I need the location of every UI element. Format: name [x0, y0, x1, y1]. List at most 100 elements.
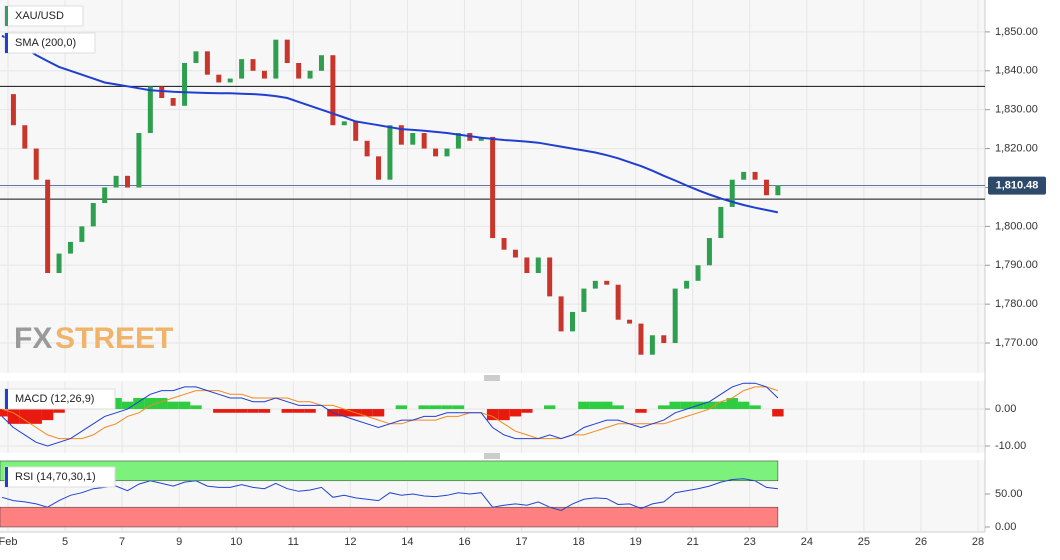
histogram-bar — [121, 401, 134, 410]
candle — [387, 125, 393, 180]
x-tick-label: 25 — [858, 536, 870, 548]
histogram-bar — [772, 409, 784, 417]
histogram-bar — [418, 405, 430, 410]
legend-label: SMA (200,0) — [15, 37, 76, 49]
candle — [501, 238, 507, 250]
y-tick-label: 1,830.00 — [995, 104, 1038, 116]
histogram-bar — [338, 409, 350, 417]
x-tick-label: 18 — [572, 536, 584, 548]
candle — [239, 59, 245, 79]
candle — [421, 133, 427, 149]
histogram-bar — [737, 401, 750, 410]
candle — [695, 265, 701, 281]
histogram-bar — [144, 397, 157, 410]
candle — [136, 133, 142, 188]
histogram-bar — [543, 405, 556, 410]
histogram-bar — [0, 409, 8, 417]
candle — [410, 133, 416, 145]
candle — [147, 86, 153, 134]
candle — [558, 296, 564, 332]
histogram-bar — [167, 401, 179, 410]
histogram-bar — [452, 405, 465, 410]
candle — [250, 59, 256, 71]
candle — [615, 284, 621, 320]
histogram-bar — [429, 405, 442, 410]
candle — [376, 156, 382, 180]
legend-color — [5, 389, 8, 409]
candle — [182, 63, 188, 106]
legend-color — [5, 467, 8, 487]
sma-line — [1, 34, 779, 214]
histogram-bar — [281, 409, 293, 413]
candle — [45, 179, 51, 274]
histogram-bar — [601, 401, 613, 410]
histogram-bar — [235, 409, 248, 413]
legend-color — [5, 6, 8, 26]
candle — [627, 319, 633, 324]
y-tick-label: 0.00 — [995, 521, 1016, 533]
x-tick-label: 12 — [344, 536, 356, 548]
histogram-bar — [110, 397, 122, 410]
candle — [535, 257, 541, 274]
candle — [284, 39, 290, 64]
candle — [729, 179, 735, 207]
candle — [353, 121, 359, 141]
candle — [524, 257, 530, 274]
y-tick-label: 1,770.00 — [995, 337, 1038, 349]
candle — [318, 55, 324, 71]
candle — [125, 175, 131, 188]
histogram-bar — [258, 409, 271, 413]
candle — [455, 133, 461, 149]
y-tick-label: 0.00 — [995, 403, 1016, 415]
oversold-band — [0, 506, 779, 528]
histogram-bar — [224, 409, 236, 413]
watermark: FX STREET — [14, 322, 173, 355]
histogram-bar — [361, 409, 373, 417]
x-tick-label: 24 — [801, 536, 813, 548]
candle — [79, 226, 85, 242]
candle — [90, 203, 96, 227]
x-tick-label: 17 — [515, 536, 527, 548]
candle — [10, 94, 16, 126]
candle — [444, 148, 450, 157]
candle — [512, 249, 518, 258]
candle — [741, 171, 747, 180]
candle — [227, 78, 233, 83]
histogram-bar — [372, 409, 385, 417]
x-tick-label: 19 — [630, 536, 642, 548]
candle — [763, 179, 769, 196]
histogram-bar — [612, 405, 624, 410]
candle — [706, 238, 712, 266]
histogram-bar — [726, 397, 738, 410]
histogram-bar — [30, 409, 42, 424]
candle — [22, 125, 28, 149]
histogram-bar — [292, 409, 305, 413]
candle — [570, 311, 575, 332]
candle — [67, 241, 73, 254]
legend-color — [5, 33, 8, 53]
histogram-bar — [658, 405, 670, 410]
overbought-band — [0, 460, 779, 482]
histogram-bar — [498, 409, 510, 421]
candle — [581, 288, 587, 312]
candle — [113, 175, 119, 188]
candle — [56, 253, 62, 274]
last-price-box — [988, 176, 1046, 195]
x-tick-label: 23 — [744, 536, 756, 548]
candle — [661, 335, 667, 344]
x-tick-label: 16 — [458, 536, 470, 548]
histogram-bar — [178, 401, 191, 410]
y-tick-label: 1,840.00 — [995, 65, 1038, 77]
histogram-bar — [589, 401, 602, 410]
x-tick-label: 14 — [401, 536, 413, 548]
watermark-street: STREET — [55, 322, 173, 355]
candle — [341, 121, 347, 126]
candle — [204, 51, 210, 75]
histogram-bar — [578, 401, 590, 410]
candle — [433, 148, 439, 157]
histogram-bar — [156, 397, 168, 410]
candle — [752, 171, 758, 180]
histogram-bar — [304, 409, 316, 413]
histogram-bar — [441, 405, 453, 410]
